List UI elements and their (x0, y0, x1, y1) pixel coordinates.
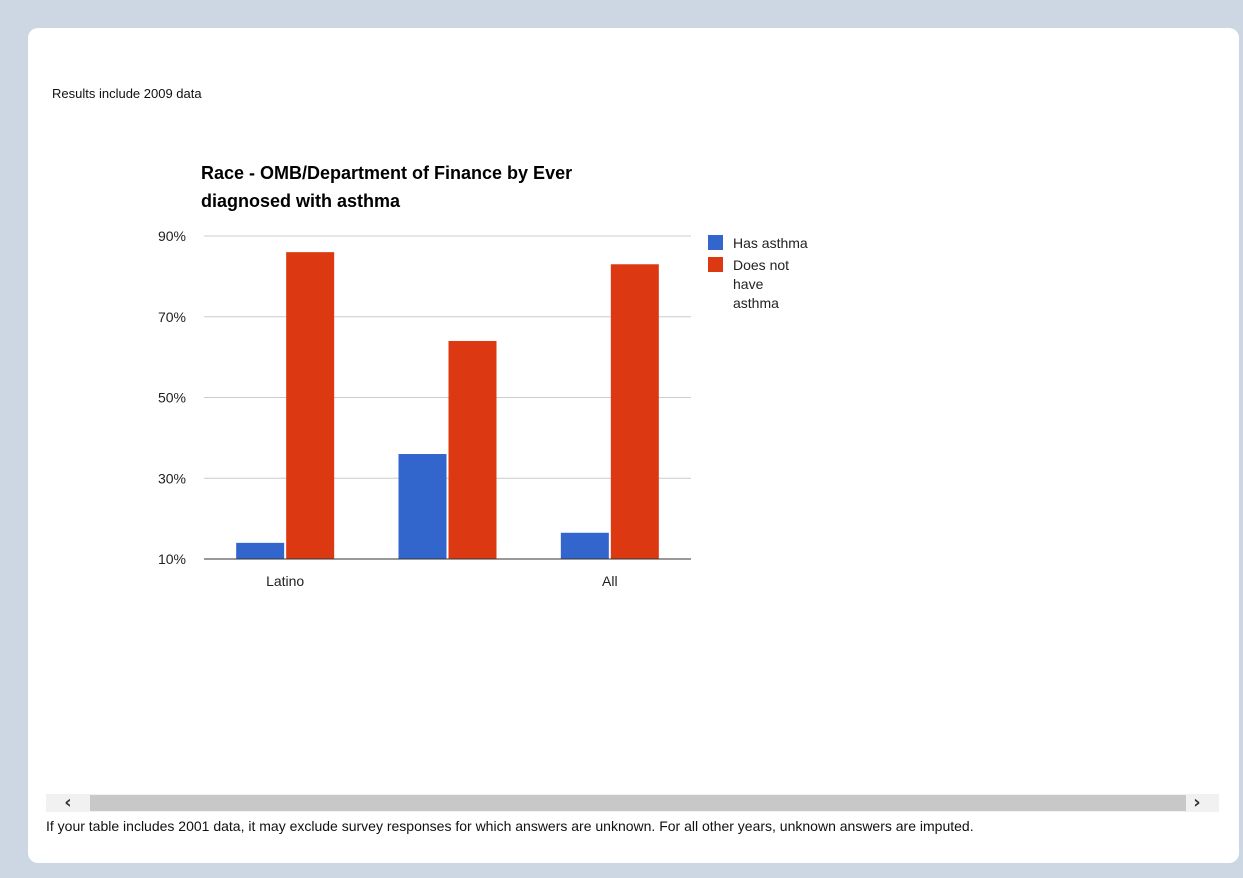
y-tick-label: 30% (158, 470, 186, 486)
legend-swatch (708, 235, 723, 250)
bar-has-asthma (236, 542, 285, 559)
bars (236, 252, 659, 559)
chevron-left-icon[interactable]: ‹ (64, 792, 72, 813)
y-axis: 10% 30% 50% 70% 90% (158, 228, 186, 567)
x-tick-label: Latino (266, 573, 304, 589)
horizontal-scrollbar[interactable]: ‹ › (46, 794, 1219, 812)
y-tick-label: 10% (158, 551, 186, 567)
scrollbar-thumb[interactable] (90, 795, 1186, 811)
content-panel: Results include 2009 data Race - OMB/Dep… (28, 28, 1239, 863)
x-tick-label: All (602, 573, 618, 589)
bar-has-asthma (398, 454, 447, 559)
chevron-right-icon[interactable]: › (1193, 792, 1201, 813)
legend: Has asthma Does not have asthma (708, 235, 808, 311)
chart-title-line-2: diagnosed with asthma (201, 191, 401, 211)
bar-does-not-have-asthma (448, 340, 497, 559)
bar-has-asthma (560, 532, 609, 559)
legend-label: have (733, 276, 764, 292)
gridlines (204, 235, 691, 479)
y-tick-label: 90% (158, 228, 186, 244)
y-tick-label: 50% (158, 390, 186, 406)
legend-swatch (708, 257, 723, 272)
bar-does-not-have-asthma (286, 252, 335, 559)
chart-title-line-1: Race - OMB/Department of Finance by Ever (201, 163, 572, 183)
chart: Race - OMB/Department of Finance by Ever… (158, 163, 808, 589)
legend-label: asthma (733, 295, 779, 311)
results-note: Results include 2009 data (52, 86, 202, 101)
legend-label: Has asthma (733, 235, 808, 251)
bar-does-not-have-asthma (610, 264, 659, 559)
footer-note: If your table includes 2001 data, it may… (46, 818, 974, 834)
y-tick-label: 70% (158, 309, 186, 325)
legend-label: Does not (733, 257, 789, 273)
x-axis: Latino All (266, 573, 618, 589)
